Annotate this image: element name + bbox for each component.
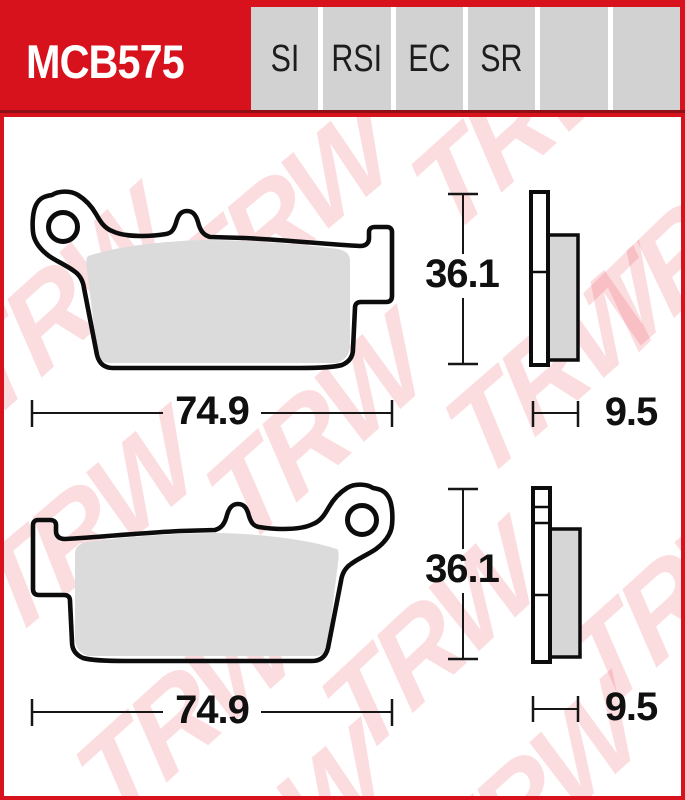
height-dim-label-bottom: 36.1 <box>425 547 500 591</box>
spec-cell-sr: SR <box>467 7 536 110</box>
trw-watermark: TRW <box>389 113 654 262</box>
spec-label-sr: SR <box>480 37 523 80</box>
diagram-area: TRW TRW TRW TRW TRW TRW TRW TRW TRW TRW … <box>0 113 685 800</box>
thickness-dim-label-top: 9.5 <box>604 390 659 434</box>
width-dim-label-top: 74.9 <box>175 389 250 433</box>
spec-cell-ec: EC <box>395 7 463 110</box>
width-dim-label-bottom: 74.9 <box>175 688 250 732</box>
spec-label-rsi: RSI <box>331 37 383 80</box>
thickness-dim-label-bottom: 9.5 <box>604 685 659 729</box>
part-number: MCB575 <box>26 35 185 88</box>
trw-watermark: TRW <box>560 113 685 389</box>
trw-watermark: TRW <box>0 387 220 665</box>
spec-cell-rsi: RSI <box>323 7 391 110</box>
height-dim-label-top: 36.1 <box>425 252 500 296</box>
spec-cell-empty-1 <box>540 7 608 110</box>
spec-cell-empty-2 <box>612 7 680 110</box>
spec-cell-si: SI <box>251 7 319 110</box>
compound-spec-table: SI RSI EC SR <box>251 7 680 110</box>
trw-watermark: TRW <box>399 655 664 800</box>
trw-watermark: TRW <box>148 113 415 355</box>
spec-label-ec: EC <box>408 37 451 80</box>
header-band: MCB575 SI RSI EC SR <box>0 0 685 113</box>
spec-label-si: SI <box>270 37 300 80</box>
